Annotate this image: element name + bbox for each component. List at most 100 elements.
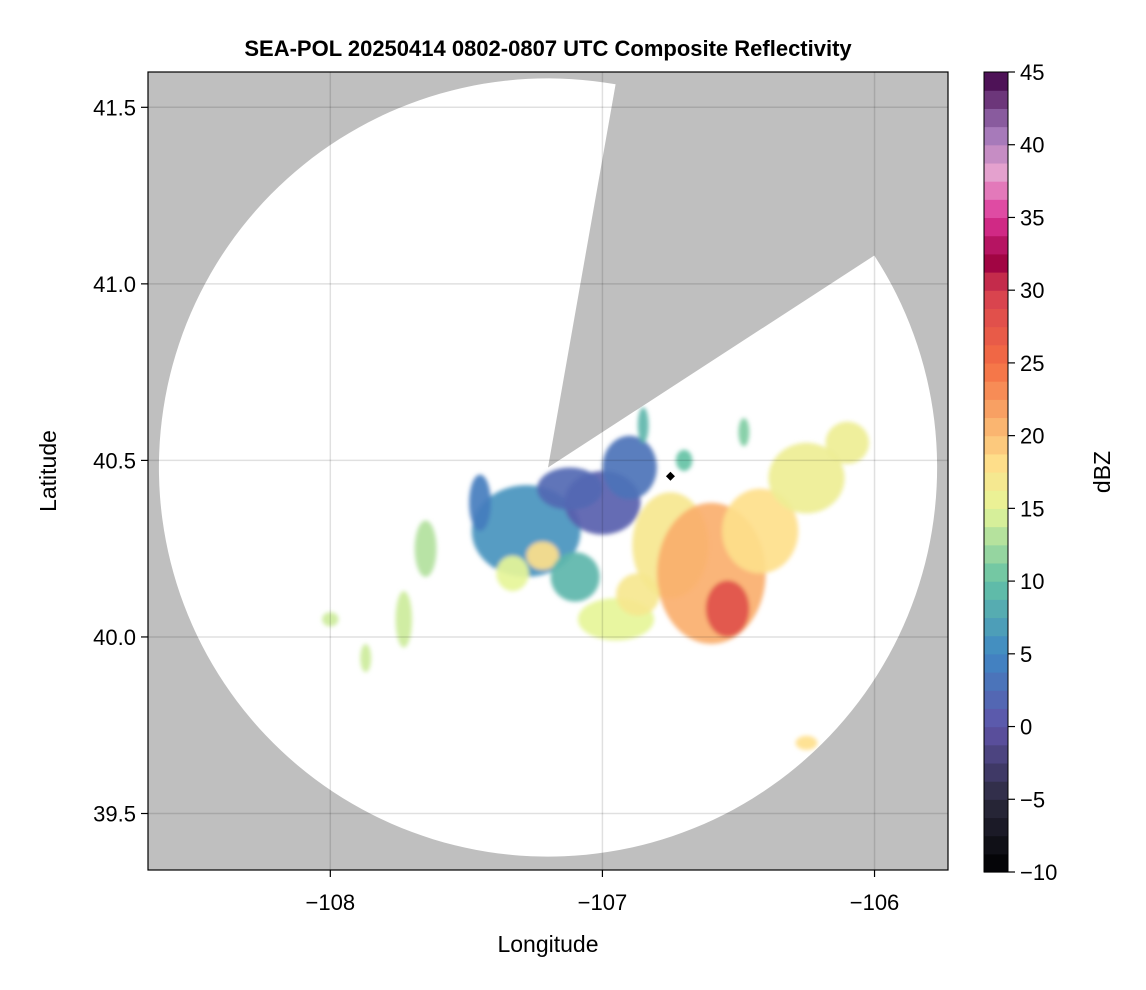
y-axis-label: Latitude bbox=[35, 430, 61, 512]
colorbar-tick-label: 25 bbox=[1020, 351, 1044, 376]
colorbar-band bbox=[984, 672, 1008, 691]
colorbar-band bbox=[984, 835, 1008, 855]
echo-cell bbox=[414, 520, 437, 577]
colorbar-tick-label: 10 bbox=[1020, 569, 1044, 594]
plot-frame bbox=[147, 71, 949, 871]
colorbar-tick-label: −10 bbox=[1020, 860, 1057, 885]
site-marker bbox=[665, 471, 675, 481]
colorbar-band bbox=[984, 562, 1008, 582]
echo-cell bbox=[602, 435, 657, 500]
colorbar-band bbox=[984, 581, 1008, 600]
colorbar-band bbox=[984, 144, 1008, 164]
colorbar-band bbox=[984, 599, 1008, 619]
y-tick-label: 41.0 bbox=[93, 272, 136, 297]
colorbar-band bbox=[984, 508, 1008, 528]
colorbar-frame bbox=[983, 71, 1009, 873]
colorbar-band bbox=[984, 417, 1008, 437]
echo-cell bbox=[768, 442, 845, 514]
colorbar-band bbox=[984, 181, 1008, 200]
y-axis: 39.5 40.0 40.5 41.0 41.5 bbox=[93, 95, 148, 827]
marker-layer bbox=[665, 471, 675, 481]
echo-cell bbox=[360, 644, 372, 673]
colorbar-band bbox=[984, 453, 1008, 473]
colorbar-band bbox=[984, 381, 1008, 400]
colorbar-band bbox=[984, 72, 1008, 91]
echo-cell bbox=[537, 467, 603, 510]
echo-cell bbox=[526, 541, 559, 570]
plot-area bbox=[147, 71, 949, 871]
colorbar-band bbox=[984, 526, 1008, 546]
chart-title: SEA-POL 20250414 0802-0807 UTC Composite… bbox=[244, 36, 852, 61]
colorbar-band bbox=[984, 235, 1008, 255]
colorbar-band bbox=[984, 617, 1008, 637]
colorbar-band bbox=[984, 290, 1008, 309]
colorbar-ticks: −10 −5 0 5 10 15 20 25 30 35 40 45 bbox=[1008, 60, 1057, 885]
x-tick-label: −106 bbox=[850, 890, 900, 915]
colorbar-band bbox=[984, 653, 1008, 673]
colorbar-band bbox=[984, 726, 1008, 746]
y-tick-label: 40.5 bbox=[93, 448, 136, 473]
colorbar-band bbox=[984, 272, 1008, 291]
colorbar-bands bbox=[984, 72, 1008, 873]
colorbar-band bbox=[984, 199, 1008, 219]
colorbar-band bbox=[984, 853, 1008, 873]
colorbar-tick-label: 5 bbox=[1020, 642, 1032, 667]
echo-cell bbox=[637, 407, 649, 443]
colorbar-band bbox=[984, 344, 1008, 364]
echo-cell bbox=[795, 735, 818, 751]
colorbar-band bbox=[984, 326, 1008, 346]
y-tick-label: 41.5 bbox=[93, 95, 136, 120]
echo-cell bbox=[738, 418, 750, 447]
colorbar-band bbox=[984, 126, 1008, 146]
colorbar-band bbox=[984, 435, 1008, 455]
colorbar-label: dBZ bbox=[1089, 451, 1115, 493]
echo-cell bbox=[322, 612, 339, 627]
colorbar-band bbox=[984, 690, 1008, 709]
colorbar-band bbox=[984, 399, 1008, 419]
echo-cell bbox=[496, 555, 529, 592]
colorbar-band bbox=[984, 90, 1008, 109]
echo-cell bbox=[469, 474, 491, 531]
colorbar-tick-label: 15 bbox=[1020, 496, 1044, 521]
colorbar: −10 −5 0 5 10 15 20 25 30 35 40 45 dBZ bbox=[983, 60, 1115, 885]
colorbar-band bbox=[984, 635, 1008, 655]
echo-cell bbox=[616, 573, 660, 616]
y-tick-label: 39.5 bbox=[93, 802, 136, 827]
colorbar-tick-label: −5 bbox=[1020, 787, 1045, 812]
x-axis: −108 −107 −106 bbox=[306, 870, 900, 915]
colorbar-band bbox=[984, 162, 1008, 182]
colorbar-band bbox=[984, 744, 1008, 764]
echo-cell bbox=[395, 591, 412, 648]
echo-cell bbox=[705, 580, 750, 637]
echo-layer bbox=[322, 407, 870, 751]
colorbar-tick-label: 30 bbox=[1020, 278, 1044, 303]
colorbar-tick-label: 35 bbox=[1020, 205, 1044, 230]
x-tick-label: −107 bbox=[578, 890, 628, 915]
colorbar-tick-label: 40 bbox=[1020, 133, 1044, 158]
echo-cell bbox=[722, 488, 799, 574]
radar-coverage-area bbox=[158, 78, 938, 857]
colorbar-band bbox=[984, 817, 1008, 837]
colorbar-band bbox=[984, 308, 1008, 328]
grid-lines bbox=[148, 72, 948, 870]
colorbar-band bbox=[984, 490, 1008, 509]
colorbar-band bbox=[984, 799, 1008, 819]
y-tick-label: 40.0 bbox=[93, 625, 136, 650]
colorbar-tick-label: 20 bbox=[1020, 424, 1044, 449]
x-tick-label: −108 bbox=[306, 890, 356, 915]
colorbar-band bbox=[984, 472, 1008, 491]
colorbar-band bbox=[984, 217, 1008, 237]
echo-cell bbox=[825, 421, 870, 464]
colorbar-band bbox=[984, 708, 1008, 728]
colorbar-band bbox=[984, 253, 1008, 273]
colorbar-tick-label: 45 bbox=[1020, 60, 1044, 85]
echo-cell bbox=[550, 552, 600, 602]
colorbar-tick-label: 0 bbox=[1020, 715, 1032, 740]
colorbar-band bbox=[984, 362, 1008, 382]
colorbar-band bbox=[984, 762, 1008, 782]
echo-cell bbox=[675, 449, 693, 471]
x-axis-label: Longitude bbox=[497, 931, 598, 957]
colorbar-band bbox=[984, 544, 1008, 564]
colorbar-band bbox=[984, 108, 1008, 128]
